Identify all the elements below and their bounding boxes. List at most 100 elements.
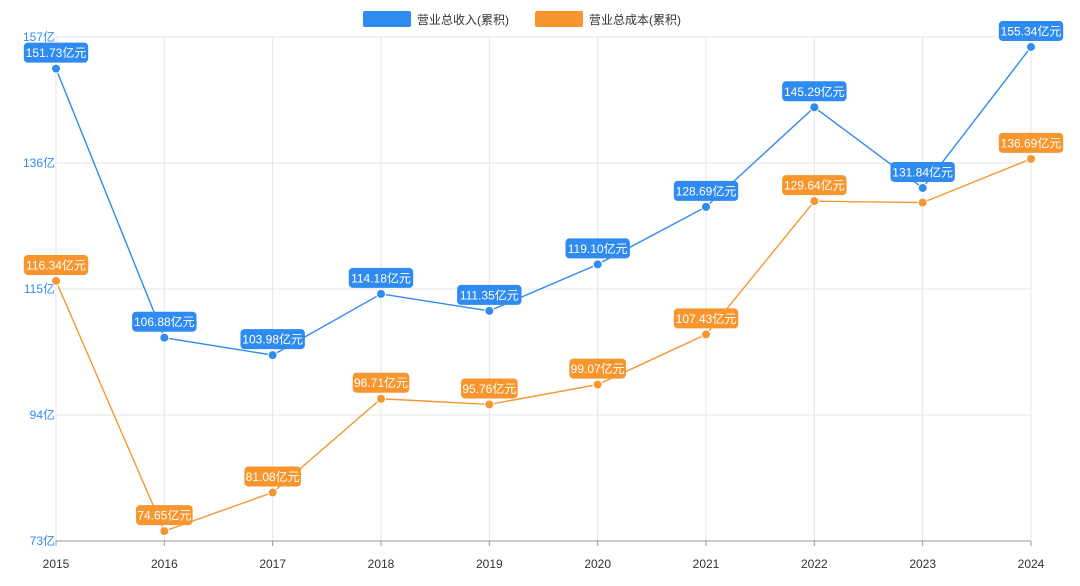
data-point[interactable] — [917, 182, 928, 193]
data-label-text: 81.08亿元 — [246, 469, 300, 484]
data-label-text: 155.34亿元 — [1001, 23, 1062, 38]
data-label: 103.98亿元 — [240, 329, 305, 350]
data-label: 81.08亿元 — [244, 466, 301, 487]
data-label-box — [136, 505, 193, 526]
y-tick-label: 157亿 — [23, 29, 55, 44]
data-label: 106.88亿元 — [132, 311, 197, 332]
data-label-box — [673, 308, 739, 329]
series-line-2 — [55, 158, 1032, 532]
data-label-text: 131.84亿元 — [892, 164, 953, 179]
data-label-box — [23, 254, 89, 275]
data-label: 151.73亿元 — [23, 42, 89, 63]
data-label-text: 145.29亿元 — [784, 84, 845, 99]
x-tick-label: 2018 — [368, 557, 395, 571]
data-label: 155.34亿元 — [998, 20, 1064, 41]
x-axis: 2015 2016 2017 2018 2019 2020 2021 2022 2023 2024 — [43, 540, 1045, 571]
data-point[interactable] — [484, 305, 495, 316]
legend-item-1[interactable]: 营业总收入(累积) — [363, 11, 509, 27]
x-tick-label: 2024 — [1018, 557, 1045, 571]
data-label-text: 103.98亿元 — [242, 332, 303, 347]
legend-label: 营业总收入(累积) — [417, 13, 509, 27]
data-point[interactable] — [159, 332, 170, 343]
data-label-box — [132, 311, 197, 332]
x-tick-label: 2017 — [259, 557, 286, 571]
y-axis: 73亿 94亿 115亿 136亿 157亿 — [23, 29, 55, 548]
data-label: 95.76亿元 — [461, 378, 518, 399]
data-label: 145.29亿元 — [782, 81, 847, 102]
data-label-text: 151.73亿元 — [26, 45, 87, 60]
data-label-box — [782, 81, 847, 102]
data-label-box — [998, 132, 1064, 153]
data-label-text: 99.07亿元 — [571, 361, 625, 376]
data-point[interactable] — [51, 63, 61, 74]
data-point[interactable] — [809, 102, 820, 113]
data-label-text: 96.71亿元 — [354, 375, 408, 390]
data-point[interactable] — [376, 393, 386, 404]
y-tick-label: 94亿 — [30, 407, 55, 422]
y-tick-label: 136亿 — [23, 155, 55, 170]
x-tick-label: 2015 — [43, 557, 70, 571]
x-tick-label: 2020 — [584, 557, 611, 571]
data-point[interactable] — [267, 487, 278, 498]
data-label: 116.34亿元 — [23, 254, 89, 275]
data-label-box — [565, 238, 630, 259]
x-tick-label: 2016 — [151, 557, 178, 571]
legend[interactable]: 营业总收入(累积) 营业总成本(累积) — [363, 11, 681, 27]
data-label-box — [23, 42, 89, 63]
data-label: 119.10亿元 — [565, 238, 630, 259]
data-point[interactable] — [809, 196, 820, 207]
data-point[interactable] — [592, 379, 603, 390]
data-point[interactable] — [159, 526, 170, 537]
data-label-text: 119.10亿元 — [568, 241, 628, 256]
legend-swatch — [363, 11, 411, 27]
data-label: 131.84亿元 — [890, 161, 955, 182]
legend-item-2[interactable]: 营业总成本(累积) — [535, 11, 681, 27]
data-label: 107.43亿元 — [673, 308, 739, 329]
data-label: 114.18亿元 — [348, 267, 414, 288]
data-label-text: 114.18亿元 — [351, 270, 411, 285]
y-tick-label: 115亿 — [24, 281, 55, 296]
data-label: 128.69亿元 — [673, 180, 739, 201]
data-label-text: 116.34亿元 — [26, 257, 86, 272]
data-point[interactable] — [51, 275, 61, 286]
data-point[interactable] — [484, 399, 495, 410]
data-label: 129.64亿元 — [782, 175, 847, 196]
data-label-box — [998, 20, 1064, 41]
data-label-box — [240, 329, 305, 350]
data-point[interactable] — [917, 197, 928, 208]
legend-swatch — [535, 11, 583, 27]
data-label-text: 107.43亿元 — [676, 311, 737, 326]
data-label: 99.07亿元 — [569, 358, 626, 379]
data-label-text: 129.64亿元 — [784, 178, 845, 193]
data-label-box — [457, 284, 522, 305]
y-tick-label: 73亿 — [30, 533, 55, 548]
x-tick-label: 2019 — [476, 557, 503, 571]
data-label: 136.69亿元 — [998, 132, 1064, 153]
data-point[interactable] — [1026, 153, 1036, 164]
x-tick-label: 2022 — [801, 557, 828, 571]
data-point[interactable] — [376, 288, 386, 299]
data-point[interactable] — [267, 350, 278, 361]
data-label: 96.71亿元 — [352, 372, 410, 393]
data-label-text: 106.88亿元 — [134, 314, 195, 329]
data-label-text: 136.69亿元 — [1001, 135, 1062, 150]
data-label-box — [348, 267, 414, 288]
x-tick-label: 2021 — [693, 557, 720, 571]
data-label-text: 95.76亿元 — [462, 381, 516, 396]
data-point[interactable] — [592, 259, 603, 270]
data-label-text: 74.65亿元 — [137, 508, 191, 523]
data-label-box — [244, 466, 301, 487]
data-label: 111.35亿元 — [457, 284, 522, 305]
legend-label: 营业总成本(累积) — [589, 13, 681, 27]
series-line-1 — [55, 46, 1032, 356]
data-point[interactable] — [701, 329, 711, 340]
data-point[interactable] — [701, 201, 711, 212]
series-layer — [51, 41, 1036, 537]
data-label-box — [673, 180, 739, 201]
data-point[interactable] — [1026, 41, 1036, 52]
data-label-box — [461, 378, 518, 399]
data-label-box — [352, 372, 410, 393]
data-label: 74.65亿元 — [136, 505, 193, 526]
data-label-box — [890, 161, 955, 182]
